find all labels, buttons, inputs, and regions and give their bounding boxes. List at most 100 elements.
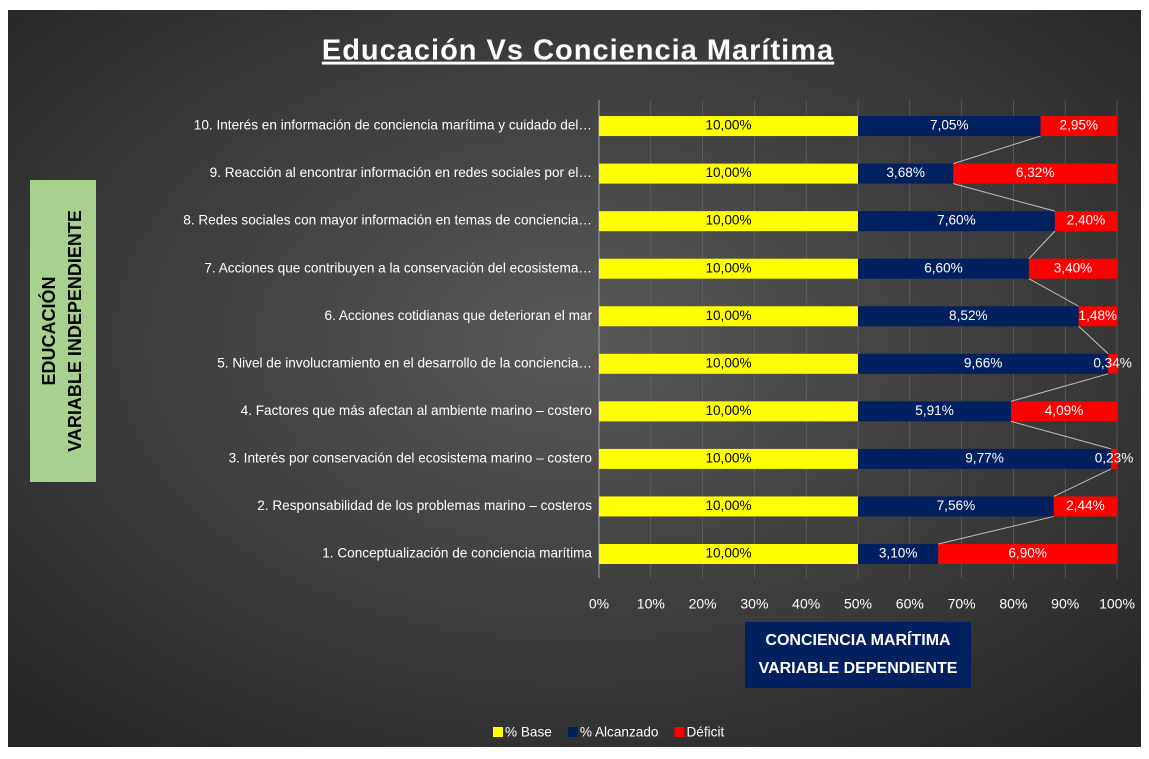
data-label: 10,00%	[705, 498, 751, 513]
x-axis-label-line: VARIABLE DEPENDIENTE	[759, 660, 958, 677]
bar-segment	[599, 306, 858, 327]
bar-segment	[1078, 306, 1117, 327]
data-label: 5,91%	[915, 403, 954, 418]
data-label: 7,56%	[937, 498, 976, 513]
bar-segment	[599, 258, 858, 279]
legend-swatch	[493, 727, 503, 737]
x-tick-label: 30%	[740, 596, 768, 612]
data-label: 10,00%	[705, 403, 751, 418]
data-label: 9,66%	[964, 355, 1003, 370]
data-label: 3,40%	[1054, 260, 1093, 275]
y-tick-label: 7. Acciones que contribuyen a la conserv…	[204, 260, 592, 275]
bar-segment	[599, 353, 858, 374]
bar-segment	[1054, 211, 1117, 232]
data-label: 1,48%	[1079, 308, 1118, 323]
y-tick-label: 6. Acciones cotidianas que deterioran el…	[324, 308, 592, 323]
x-tick-label: 0%	[589, 596, 609, 612]
legend-swatch	[674, 727, 685, 737]
data-label: 6,90%	[1008, 546, 1047, 561]
y-axis-label-line: VARIABLE INDEPENDIENTE	[65, 210, 85, 452]
data-label: 2,95%	[1060, 118, 1099, 133]
data-label: 10,00%	[705, 355, 751, 370]
legend-swatch	[567, 727, 578, 737]
x-tick-label: 10%	[637, 596, 665, 612]
series-line	[953, 183, 1055, 212]
bar-segment	[858, 544, 939, 564]
bar-segment	[858, 353, 1109, 374]
y-tick-label: 2. Responsabilidad de los problemas mari…	[257, 498, 592, 513]
data-label: 10,00%	[705, 546, 751, 561]
data-label: 9,77%	[965, 450, 1004, 465]
bar-segment	[599, 163, 858, 184]
legend-label: Déficit	[686, 725, 724, 740]
y-tick-label: 10. Interés en información de conciencia…	[194, 118, 592, 133]
y-tick-label: 4. Factores que más afectan al ambiente …	[241, 403, 592, 418]
series-line	[953, 135, 1041, 165]
data-label: 10,00%	[705, 165, 751, 180]
bar-segment	[1108, 353, 1117, 374]
data-label: 2,40%	[1067, 213, 1106, 228]
series-line	[1053, 468, 1112, 497]
data-label: 6,32%	[1016, 165, 1055, 180]
series-line	[938, 515, 1054, 545]
bar-segment	[938, 544, 1117, 564]
y-tick-label: 8. Redes sociales con mayor información …	[183, 213, 592, 228]
bar-segment	[1053, 496, 1117, 517]
bar-segment	[599, 211, 858, 232]
x-tick-label: 60%	[896, 596, 924, 612]
series-line	[1028, 230, 1056, 260]
data-label: 4,09%	[1045, 403, 1084, 418]
x-tick-label: 70%	[948, 596, 976, 612]
y-tick-label: 5. Nivel de involucramiento en el desarr…	[217, 355, 592, 370]
x-tick-label: 80%	[999, 596, 1027, 612]
bar-segment	[599, 496, 858, 517]
bar-segment	[858, 306, 1079, 327]
chart-title: Educación Vs Conciencia Marítima	[322, 35, 834, 67]
x-tick-label: 90%	[1051, 596, 1079, 612]
bar-segment	[858, 496, 1054, 517]
x-tick-label: 50%	[844, 596, 872, 612]
data-label: 7,05%	[930, 118, 969, 133]
bar-segment	[858, 163, 954, 184]
data-label: 0,34%	[1093, 355, 1132, 370]
data-label: 6,60%	[924, 260, 963, 275]
x-axis-label-box	[745, 622, 971, 688]
y-tick-label: 1. Conceptualización de conciencia marít…	[322, 546, 592, 561]
data-label: 10,00%	[705, 260, 751, 275]
y-axis-label-box	[30, 180, 96, 482]
series-line	[1028, 278, 1079, 307]
series-line	[1010, 420, 1112, 450]
data-label: 10,00%	[705, 308, 751, 323]
data-label: 2,44%	[1066, 498, 1105, 513]
legend-label: % Base	[505, 725, 552, 740]
data-label: 8,52%	[949, 308, 988, 323]
data-label: 3,10%	[879, 546, 918, 561]
bar-segment	[858, 258, 1029, 279]
x-tick-label: 100%	[1099, 596, 1135, 612]
y-tick-label: 9. Reacción al encontrar información en …	[210, 165, 592, 180]
bar-segment	[599, 544, 858, 564]
bar-segment	[1111, 448, 1117, 469]
bar-segment	[858, 401, 1012, 422]
data-label: 10,00%	[705, 450, 751, 465]
data-label: 0,23%	[1095, 450, 1134, 465]
bar-segment	[1011, 401, 1117, 422]
series-line	[1010, 373, 1109, 402]
legend-label: % Alcanzado	[580, 725, 659, 740]
bar-segment	[599, 448, 858, 469]
data-label: 10,00%	[705, 118, 751, 133]
y-axis-label-line: EDUCACIÓN	[38, 276, 59, 385]
bar-segment	[599, 401, 858, 422]
y-axis-label: EDUCACIÓN VARIABLE INDEPENDIENTE	[38, 210, 85, 452]
bar-segment	[599, 116, 858, 137]
bar-segment	[858, 116, 1041, 137]
bar-segment	[858, 211, 1055, 232]
y-tick-label: 3. Interés por conservación del ecosiste…	[229, 450, 592, 465]
bar-segment	[953, 163, 1117, 184]
series-line	[1078, 325, 1109, 355]
bar-segment	[858, 448, 1112, 469]
x-axis-label-line: CONCIENCIA MARÍTIMA	[765, 630, 951, 649]
data-label: 3,68%	[886, 165, 925, 180]
data-label: 10,00%	[705, 213, 751, 228]
